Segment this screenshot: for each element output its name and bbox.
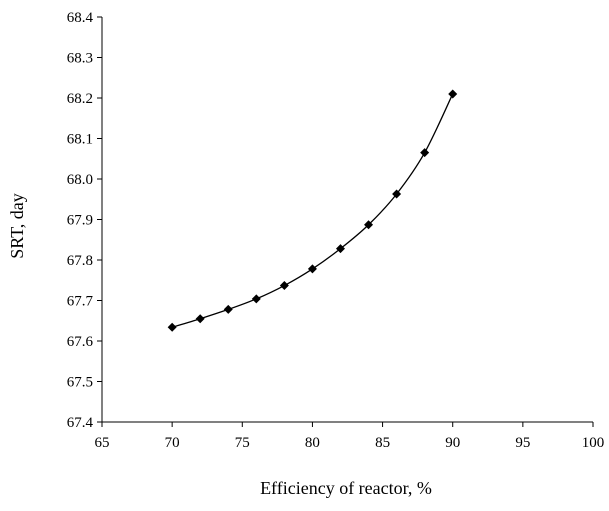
- data-point-diamond: [195, 314, 205, 324]
- data-point-diamond: [167, 322, 177, 332]
- ticks: 67.4 67.5 67.6 67.7 67.8 67.9 68.0 68.1 68.2 68.3…: [67, 10, 605, 451]
- data-point-diamond: [307, 264, 317, 274]
- y-tick-label: 67.8: [67, 253, 93, 269]
- x-tick-label: 95: [515, 435, 530, 451]
- data-point-diamond: [392, 189, 402, 199]
- x-tick-label: 75: [235, 435, 250, 451]
- data-point-diamond: [335, 244, 345, 254]
- y-axis-title: SRT, day: [7, 193, 27, 259]
- x-axis-title: Efficiency of reactor, %: [260, 478, 432, 498]
- series-layer: [167, 89, 458, 332]
- x-tick-label: 70: [165, 435, 180, 451]
- y-tick-label: 67.9: [67, 213, 93, 229]
- series-line: [171, 93, 454, 328]
- x-tick-label: 100: [582, 435, 605, 451]
- x-tick-label: 90: [445, 435, 460, 451]
- data-point-diamond: [364, 220, 374, 230]
- y-tick-label: 68.2: [67, 91, 93, 107]
- y-tick-label: 67.4: [67, 415, 94, 431]
- y-tick-label: 67.6: [67, 334, 94, 350]
- x-tick-label: 85: [375, 435, 390, 451]
- data-point-diamond: [251, 294, 261, 304]
- data-point-diamond: [223, 304, 233, 314]
- data-point-diamond: [279, 281, 289, 291]
- y-tick-label: 68.3: [67, 51, 93, 67]
- y-tick-label: 68.1: [67, 132, 93, 148]
- y-tick-label: 67.5: [67, 375, 93, 391]
- y-tick-label: 67.7: [67, 294, 94, 310]
- y-tick-label: 68.4: [67, 10, 94, 26]
- y-tick-label: 68.0: [67, 172, 93, 188]
- x-tick-label: 65: [95, 435, 110, 451]
- x-tick-label: 80: [305, 435, 320, 451]
- data-point-diamond: [420, 148, 430, 158]
- data-point-diamond: [448, 89, 458, 99]
- axes: [101, 17, 593, 423]
